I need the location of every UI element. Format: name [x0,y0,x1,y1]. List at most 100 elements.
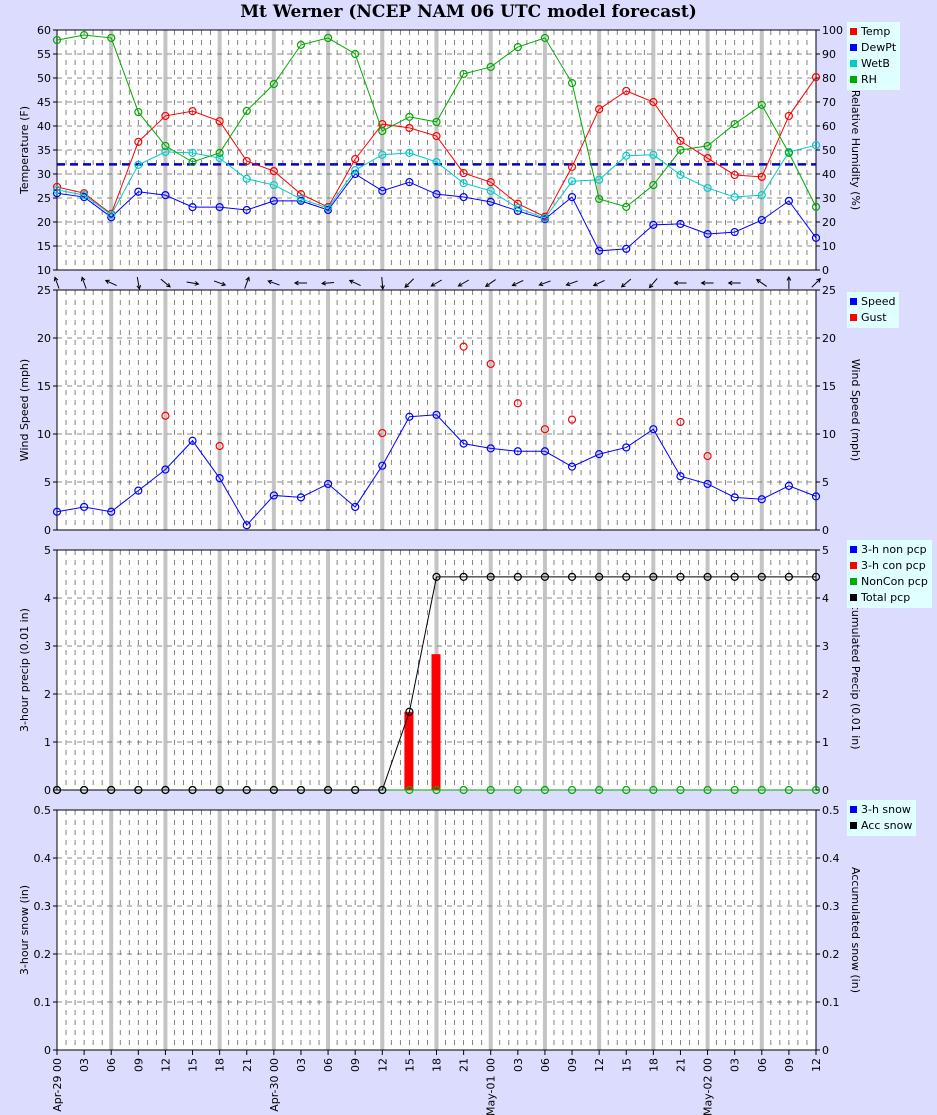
point-noncon-pcp [676,785,685,795]
wind-direction-arrow [756,278,767,287]
point-total-pcp [296,785,306,795]
y-tick-label: 20 [37,216,51,229]
point-wetb [540,214,550,223]
y-tick-label: 0 [44,784,51,797]
point-wetb [134,160,143,169]
point-wetb [405,148,414,157]
plot-frame [56,289,817,531]
wind-direction-arrow [620,278,632,288]
panel-2: 0 0 5 5 10 10 15 15 20 20 25 25 Wind Speed (mph) Wind… [18,275,862,537]
y-tick-label: 35 [37,144,51,157]
y-tick-label: 1 [44,736,51,749]
point-gust [459,342,468,351]
line-rh [56,34,817,208]
y-tick-label-right: 3 [822,640,829,653]
point-rh [161,141,170,151]
wind-direction-arrow [244,276,250,289]
point-total-pcp [567,572,577,581]
arrow-head [511,282,517,287]
point-speed [107,507,116,516]
y-axis-label: Wind Speed (mph) [18,359,31,461]
y-tick-label-right: 0.5 [822,804,840,817]
point-rh [242,106,251,115]
point-rh [676,145,685,155]
point-temp [215,117,224,126]
arrow-shaft [381,276,384,290]
point-speed [676,472,685,481]
point-dewpt [567,192,577,202]
point-total-pcp [80,785,89,795]
point-dewpt [486,197,495,206]
x-tick-label: 06 [105,1058,118,1072]
point-dewpt [703,229,712,239]
arrow-shaft [485,279,496,287]
point-dewpt [757,215,766,225]
point-rh [757,100,766,109]
arrow-shaft [160,278,171,288]
y-axis-label: Temperature (F) [18,106,31,195]
point-total-pcp [622,572,631,581]
point-total-pcp [405,707,414,716]
point-rh [567,78,577,88]
legend-item: 3-h snow [850,802,912,818]
point-gust [486,359,495,369]
y-tick-label: 10 [37,264,51,277]
legend-swatch [850,298,857,305]
y-tick-label: 30 [37,168,51,181]
point-total-pcp [757,572,766,581]
arrow-shaft [539,280,551,286]
arrow-head [457,282,463,287]
point-rh [432,117,441,127]
point-dewpt [459,192,468,202]
point-gust [676,417,685,427]
point-wetb [459,179,468,188]
point-speed [703,479,712,489]
legend-swatch [850,546,857,553]
y-tick-label-right: 25 [822,284,836,297]
point-speed [134,486,143,495]
legend-label: RH [861,73,877,86]
y-tick-label-right: 70 [822,96,836,109]
wind-direction-arrow [648,278,658,289]
bar-3-h-con-pcp [431,654,441,790]
point-speed [595,450,604,459]
point-dewpt [378,186,387,195]
arrow-head [404,283,410,288]
point-total-pcp [595,572,604,581]
point-total-pcp [649,572,658,581]
y-axis-label-right: Wind Speed (mph) [849,359,862,461]
point-total-pcp [432,572,441,581]
y-tick-label-right: 30 [822,192,836,205]
arrow-shaft [213,280,226,286]
x-tick-label: 09 [132,1058,145,1072]
y-tick-label-right: 80 [822,72,836,85]
point-speed [80,502,89,512]
point-rh [730,119,739,129]
point-temp [188,107,197,116]
legend-swatch [850,60,857,67]
wind-direction-arrow [565,280,578,287]
point-wetb [269,180,278,190]
arrow-head [321,280,326,286]
point-total-pcp [784,572,793,581]
legend-label: NonCon pcp [861,575,928,588]
y-tick-label: 60 [37,24,51,37]
x-tick-label: 06 [539,1058,552,1072]
y-tick-label: 3 [44,640,51,653]
y-tick-label: 25 [37,284,51,297]
arrow-head [136,284,142,290]
y-tick-label: 0.5 [34,804,52,817]
wind-direction-arrow [293,280,307,286]
point-speed [215,474,224,483]
point-total-pcp [323,785,333,795]
point-noncon-pcp [649,785,658,795]
point-total-pcp [676,572,685,581]
point-total-pcp [540,572,550,581]
x-tick-label: 18 [214,1058,227,1072]
point-rh [649,180,658,190]
point-temp [242,156,251,166]
bar-3-h-con-pcp [404,711,414,790]
legend-item: RH [850,72,896,88]
arrow-head [786,275,792,281]
point-rh [215,148,224,157]
